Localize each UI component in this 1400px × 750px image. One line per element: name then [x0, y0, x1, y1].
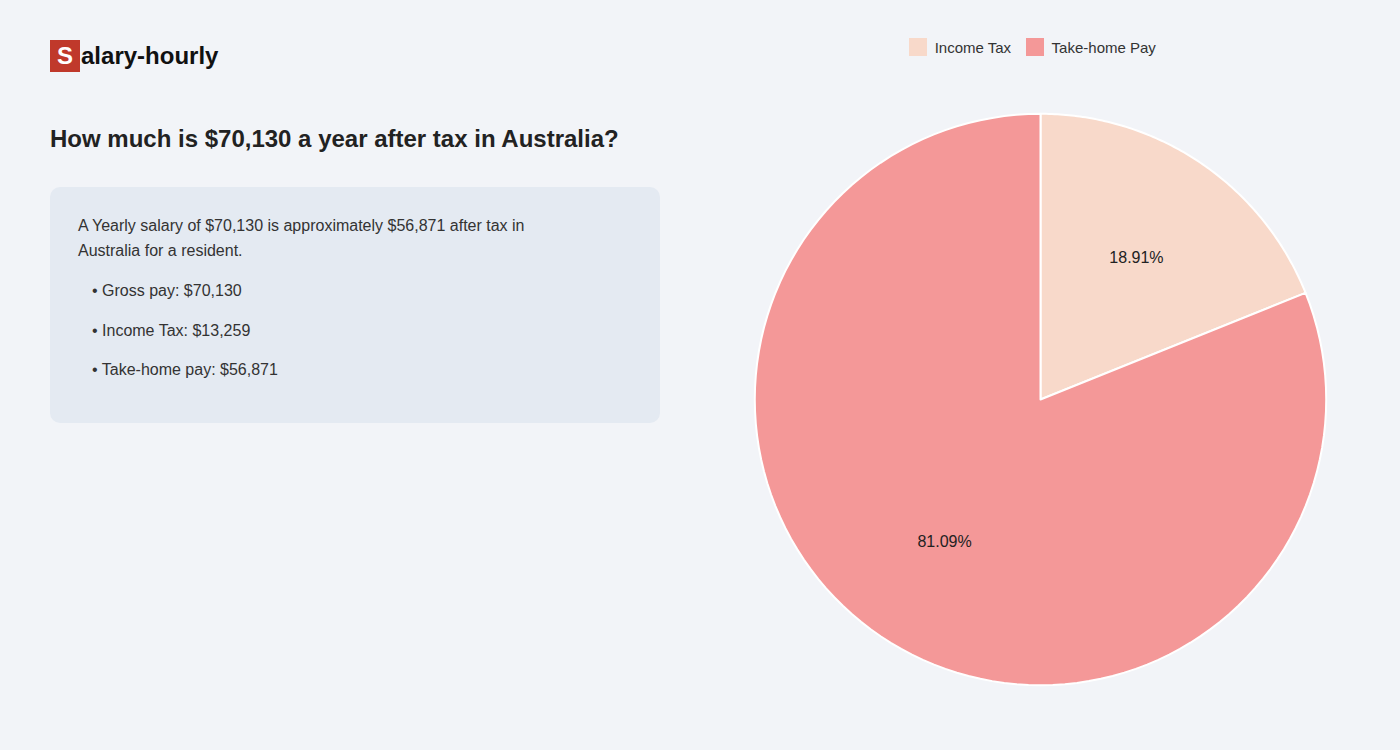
html-text:S alary-hourly: S alary-hourly	[57, 42, 219, 69]
html-text:A Yearly salary of $70,130 is: A Yearly salary of $70,130 is approximat…	[78, 216, 525, 234]
html-text:How much is $70,130 a year aft: How much is $70,130 a year after tax in …	[50, 125, 619, 152]
html-text:• Take-home pay: $56,871: • Take-home pay: $56,871	[92, 361, 278, 379]
svg-text:81.09%: 81.09%	[917, 533, 971, 550]
html-text:• Gross pay: $70,130: • Gross pay: $70,130	[92, 282, 242, 299]
html-text:Australia for a resident.: Australia for a resident.	[78, 242, 243, 260]
html-text:Income Tax: Income Tax	[934, 38, 1012, 56]
html-text:Take-home Pay: Take-home Pay	[1051, 38, 1156, 56]
html-text:• Income Tax: $13,259: • Income Tax: $13,259	[92, 321, 251, 339]
svg-text:18.91%: 18.91%	[1109, 249, 1163, 266]
